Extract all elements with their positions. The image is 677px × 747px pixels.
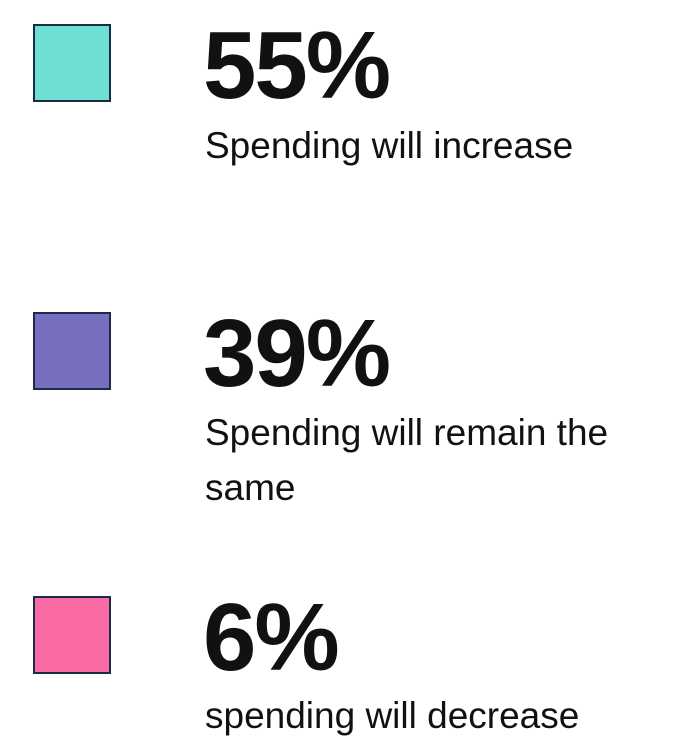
- label: Spending will increase: [205, 125, 574, 166]
- percent: 6%: [203, 584, 340, 691]
- color-swatch: [33, 24, 111, 102]
- color-swatch: [33, 596, 111, 674]
- color-swatch: [33, 312, 111, 390]
- percent: 39%: [203, 300, 391, 407]
- label: spending will decrease: [205, 695, 580, 736]
- label: Spending will remain the same: [205, 412, 609, 508]
- percent: 55%: [203, 12, 391, 119]
